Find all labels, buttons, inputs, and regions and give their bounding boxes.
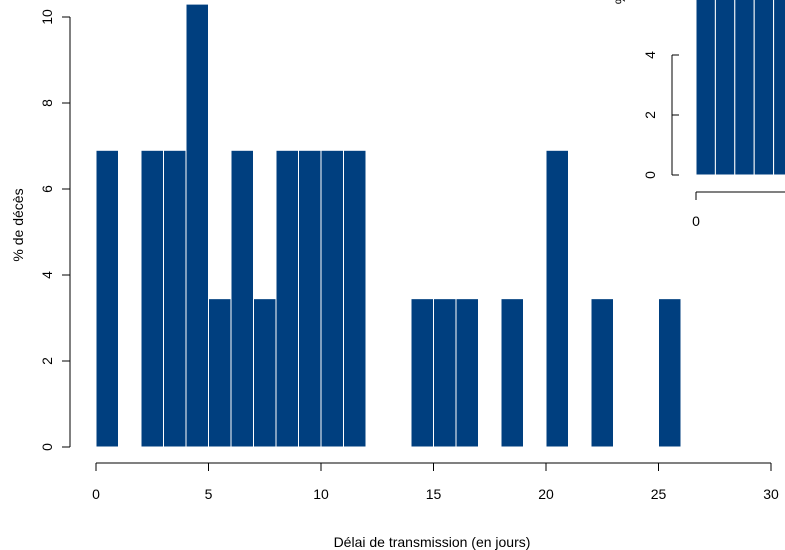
- inset-y-tick-label: 2: [642, 111, 658, 119]
- histogram-bar: [275, 149, 299, 448]
- inset-x-tick-label: 0: [692, 213, 700, 229]
- histogram-bar: [343, 149, 367, 448]
- x-axis: 0 5 10 15 20 25 30: [92, 462, 779, 502]
- inset-y-tick-label: 0: [642, 171, 658, 179]
- x-axis-title: Délai de transmission (en jours): [334, 534, 531, 550]
- histogram-bar: [433, 298, 457, 448]
- y-axis: 0 2 4 6 8 10: [39, 9, 71, 451]
- inset-bar: [753, 0, 775, 176]
- main-bars: [95, 3, 682, 448]
- inset-y-tick-label: 4: [642, 51, 658, 59]
- histogram-bar: [140, 149, 164, 448]
- x-tick-label: 0: [92, 486, 100, 502]
- x-tick-label: 25: [651, 486, 667, 502]
- x-tick-label: 30: [763, 486, 779, 502]
- inset-chart: 0 2 4% 0: [605, 0, 785, 232]
- y-tick-label: 2: [39, 357, 55, 365]
- y-axis-title: % de décès: [10, 188, 26, 261]
- histogram-bar: [253, 298, 277, 448]
- histogram-bar: [410, 298, 434, 448]
- histogram-bar: [455, 298, 479, 448]
- histogram-bar: [590, 298, 614, 448]
- y-tick-label: 8: [39, 99, 55, 107]
- histogram-bar: [185, 3, 209, 448]
- histogram-bar: [163, 149, 187, 448]
- histogram-bar: [320, 149, 344, 448]
- histogram-bar: [545, 149, 569, 448]
- y-tick-label: 0: [39, 443, 55, 451]
- y-tick-label: 4: [39, 271, 55, 279]
- x-tick-label: 20: [538, 486, 554, 502]
- histogram-bar: [208, 298, 232, 448]
- y-tick-label: 6: [39, 185, 55, 193]
- x-tick-label: 15: [426, 486, 442, 502]
- inset-bar: [773, 0, 785, 176]
- histogram-bar: [298, 149, 322, 448]
- inset-bar: [734, 0, 755, 176]
- histogram-bar: [658, 298, 682, 448]
- histogram-bar: [230, 149, 254, 448]
- histogram-bar: [95, 149, 119, 448]
- histogram-bar: [500, 298, 524, 448]
- x-tick-label: 10: [313, 486, 329, 502]
- y-tick-label: 10: [39, 9, 55, 25]
- inset-bar: [695, 0, 716, 176]
- inset-y-axis-title: %: [612, 0, 628, 4]
- x-tick-label: 5: [205, 486, 213, 502]
- inset-bar: [714, 0, 736, 176]
